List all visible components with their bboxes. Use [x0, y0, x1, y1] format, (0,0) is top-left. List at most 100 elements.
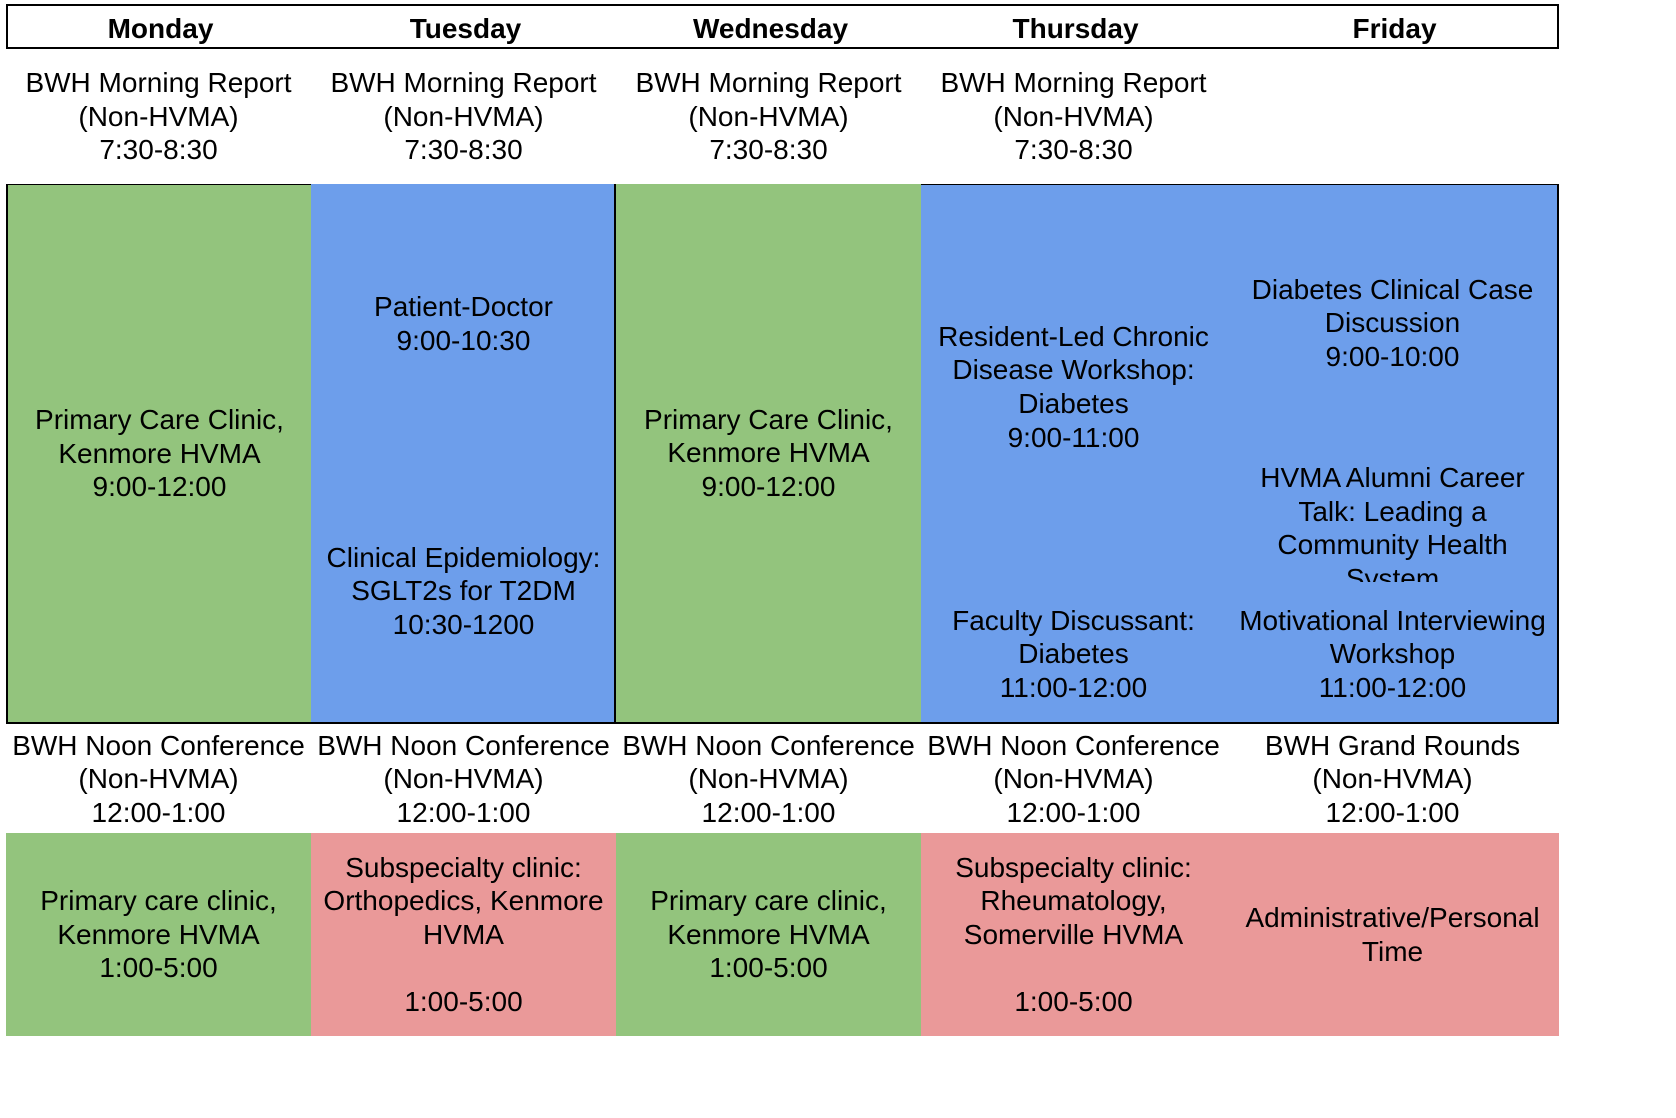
- event-title: BWH Morning Report: [635, 67, 902, 99]
- event-note: (Non-HVMA): [383, 100, 544, 132]
- noon-thursday: BWH Noon Conference (Non-HVMA) 12:00-1:0…: [921, 726, 1226, 832]
- event-title: BWH Noon Conference: [622, 729, 915, 761]
- event-note: (Non-HVMA): [1312, 763, 1473, 795]
- event-time: 11:00-12:00: [999, 671, 1148, 703]
- event-title: HVMA Alumni Career: [1260, 462, 1525, 493]
- event-time: 9:00-11:00: [1007, 421, 1140, 453]
- pm-admin-friday: Administrative/Personal Time: [1226, 833, 1559, 1036]
- event-time: 12:00-1:00: [701, 796, 836, 828]
- day-header-friday: Friday: [1352, 12, 1437, 44]
- event-title: Primary care clinic,: [40, 885, 277, 917]
- event-time: 12:00-1:00: [396, 796, 531, 828]
- event-time: 11:00-12:00: [1318, 671, 1467, 703]
- event-title: BWH Noon Conference: [317, 729, 610, 761]
- event-note: (Non-HVMA): [383, 763, 544, 795]
- am-block-thursday-friday: [921, 184, 1559, 724]
- event-time: 1:00-5:00: [404, 985, 523, 1017]
- event-title: Subspecialty clinic:: [345, 851, 582, 883]
- event-title: Administrative/Personal: [1245, 901, 1540, 933]
- noon-wednesday: BWH Noon Conference (Non-HVMA) 12:00-1:0…: [616, 726, 921, 832]
- event-time: 7:30-8:30: [709, 134, 828, 166]
- noon-friday: BWH Grand Rounds (Non-HVMA) 12:00-1:00: [1226, 726, 1559, 832]
- event-title: Primary Care Clinic,: [35, 404, 284, 436]
- event-location: HVMA: [423, 918, 504, 950]
- event-time: 9:00-12:00: [701, 470, 836, 502]
- event-subtitle: SGLT2s for T2DM: [351, 575, 576, 607]
- noon-tuesday: BWH Noon Conference (Non-HVMA) 12:00-1:0…: [311, 726, 616, 832]
- event-time: 10:30-1200: [392, 608, 535, 640]
- weekly-schedule: Monday Tuesday Wednesday Thursday Friday…: [6, 4, 1559, 1036]
- event-title: Patient-Doctor: [374, 291, 553, 323]
- event-location: Orthopedics, Kenmore: [323, 885, 604, 917]
- event-title: System: [1345, 562, 1440, 582]
- event-time: 7:30-8:30: [99, 134, 218, 166]
- event-title: Community Health: [1277, 529, 1508, 561]
- event-title: Talk: Leading a: [1298, 495, 1487, 527]
- day-header-monday: Monday: [107, 12, 214, 44]
- pm-clinic-monday: Primary care clinic, Kenmore HVMA 1:00-5…: [6, 833, 311, 1036]
- event-location: Kenmore HVMA: [667, 437, 870, 469]
- event-title: Workshop: [1329, 638, 1456, 670]
- event-title: BWH Grand Rounds: [1264, 729, 1521, 761]
- event-title: BWH Noon Conference: [12, 729, 305, 761]
- am-clinic-wednesday: Primary Care Clinic, Kenmore HVMA 9:00-1…: [616, 184, 921, 724]
- event-title: Disease Workshop:: [952, 354, 1195, 386]
- morning-report-tuesday: BWH Morning Report (Non-HVMA) 7:30-8:30: [311, 59, 616, 174]
- am-event-tuesday-patient-doctor: Patient-Doctor 9:00-10:30: [311, 287, 616, 361]
- pm-subspecialty-tuesday: Subspecialty clinic: Orthopedics, Kenmor…: [311, 833, 616, 1036]
- event-title: Primary care clinic,: [650, 885, 887, 917]
- event-location: Kenmore HVMA: [667, 918, 870, 950]
- event-location: Somerville HVMA: [963, 918, 1184, 950]
- event-title: BWH Morning Report: [330, 67, 597, 99]
- event-title: Discussion: [1324, 307, 1461, 339]
- event-note: (Non-HVMA): [78, 763, 239, 795]
- event-note: (Non-HVMA): [688, 763, 849, 795]
- event-time: 12:00-1:00: [1006, 796, 1141, 828]
- am-clinic-monday: Primary Care Clinic, Kenmore HVMA 9:00-1…: [6, 184, 311, 724]
- event-location: Kenmore HVMA: [57, 918, 260, 950]
- am-block-tuesday: [311, 184, 616, 724]
- event-time: 1:00-5:00: [99, 952, 218, 984]
- event-time: 12:00-1:00: [1325, 796, 1460, 828]
- event-title: Faculty Discussant:: [952, 604, 1195, 636]
- event-topic: Diabetes: [1018, 638, 1129, 670]
- event-time: 1:00-5:00: [1014, 985, 1133, 1017]
- event-title: BWH Noon Conference: [927, 729, 1220, 761]
- pm-subspecialty-thursday: Subspecialty clinic: Rheumatology, Somer…: [921, 833, 1226, 1036]
- event-note: (Non-HVMA): [688, 100, 849, 132]
- event-time: 12:00-1:00: [91, 796, 226, 828]
- day-header-thursday: Thursday: [1012, 12, 1139, 44]
- event-title: Resident-Led Chronic: [938, 320, 1209, 352]
- day-header-tuesday: Tuesday: [409, 12, 522, 44]
- event-time: 9:00-10:00: [1325, 340, 1460, 372]
- am-event-thursday-chronic-disease-workshop: Resident-Led Chronic Disease Workshop: D…: [921, 317, 1226, 457]
- noon-monday: BWH Noon Conference (Non-HVMA) 12:00-1:0…: [6, 726, 311, 832]
- event-title: Clinical Epidemiology:: [326, 541, 601, 573]
- event-location: Kenmore HVMA: [58, 437, 261, 469]
- event-time: 7:30-8:30: [1014, 134, 1133, 166]
- pm-clinic-wednesday: Primary care clinic, Kenmore HVMA 1:00-5…: [616, 833, 921, 1036]
- event-title: Diabetes Clinical Case: [1251, 273, 1534, 305]
- event-title: Primary Care Clinic,: [644, 403, 893, 435]
- am-event-friday-alumni-career-talk: HVMA Alumni Career Talk: Leading a Commu…: [1226, 461, 1559, 582]
- event-note: (Non-HVMA): [993, 100, 1154, 132]
- day-header-wednesday: Wednesday: [692, 12, 849, 44]
- event-time: 7:30-8:30: [404, 134, 523, 166]
- event-title: Motivational Interviewing: [1239, 604, 1546, 636]
- event-note: (Non-HVMA): [78, 100, 239, 132]
- event-time: 9:00-10:30: [396, 325, 531, 356]
- am-event-tuesday-clinical-epidemiology: Clinical Epidemiology: SGLT2s for T2DM 1…: [311, 538, 616, 644]
- event-location: Rheumatology,: [980, 885, 1167, 917]
- event-time: 9:00-12:00: [92, 471, 227, 503]
- am-event-thursday-faculty-discussant: Faculty Discussant: Diabetes 11:00-12:00: [921, 601, 1226, 707]
- event-title: Subspecialty clinic:: [955, 851, 1192, 883]
- am-event-friday-case-discussion: Diabetes Clinical Case Discussion 9:00-1…: [1226, 270, 1559, 376]
- header-row: Monday Tuesday Wednesday Thursday Friday: [6, 4, 1559, 49]
- event-time: 1:00-5:00: [709, 952, 828, 984]
- am-event-friday-motivational-interviewing: Motivational Interviewing Workshop 11:00…: [1226, 601, 1559, 707]
- morning-report-wednesday: BWH Morning Report (Non-HVMA) 7:30-8:30: [616, 59, 921, 174]
- morning-report-monday: BWH Morning Report (Non-HVMA) 7:30-8:30: [6, 59, 311, 174]
- event-title: Time: [1361, 935, 1424, 967]
- event-note: (Non-HVMA): [993, 763, 1154, 795]
- event-topic: Diabetes: [1018, 388, 1129, 419]
